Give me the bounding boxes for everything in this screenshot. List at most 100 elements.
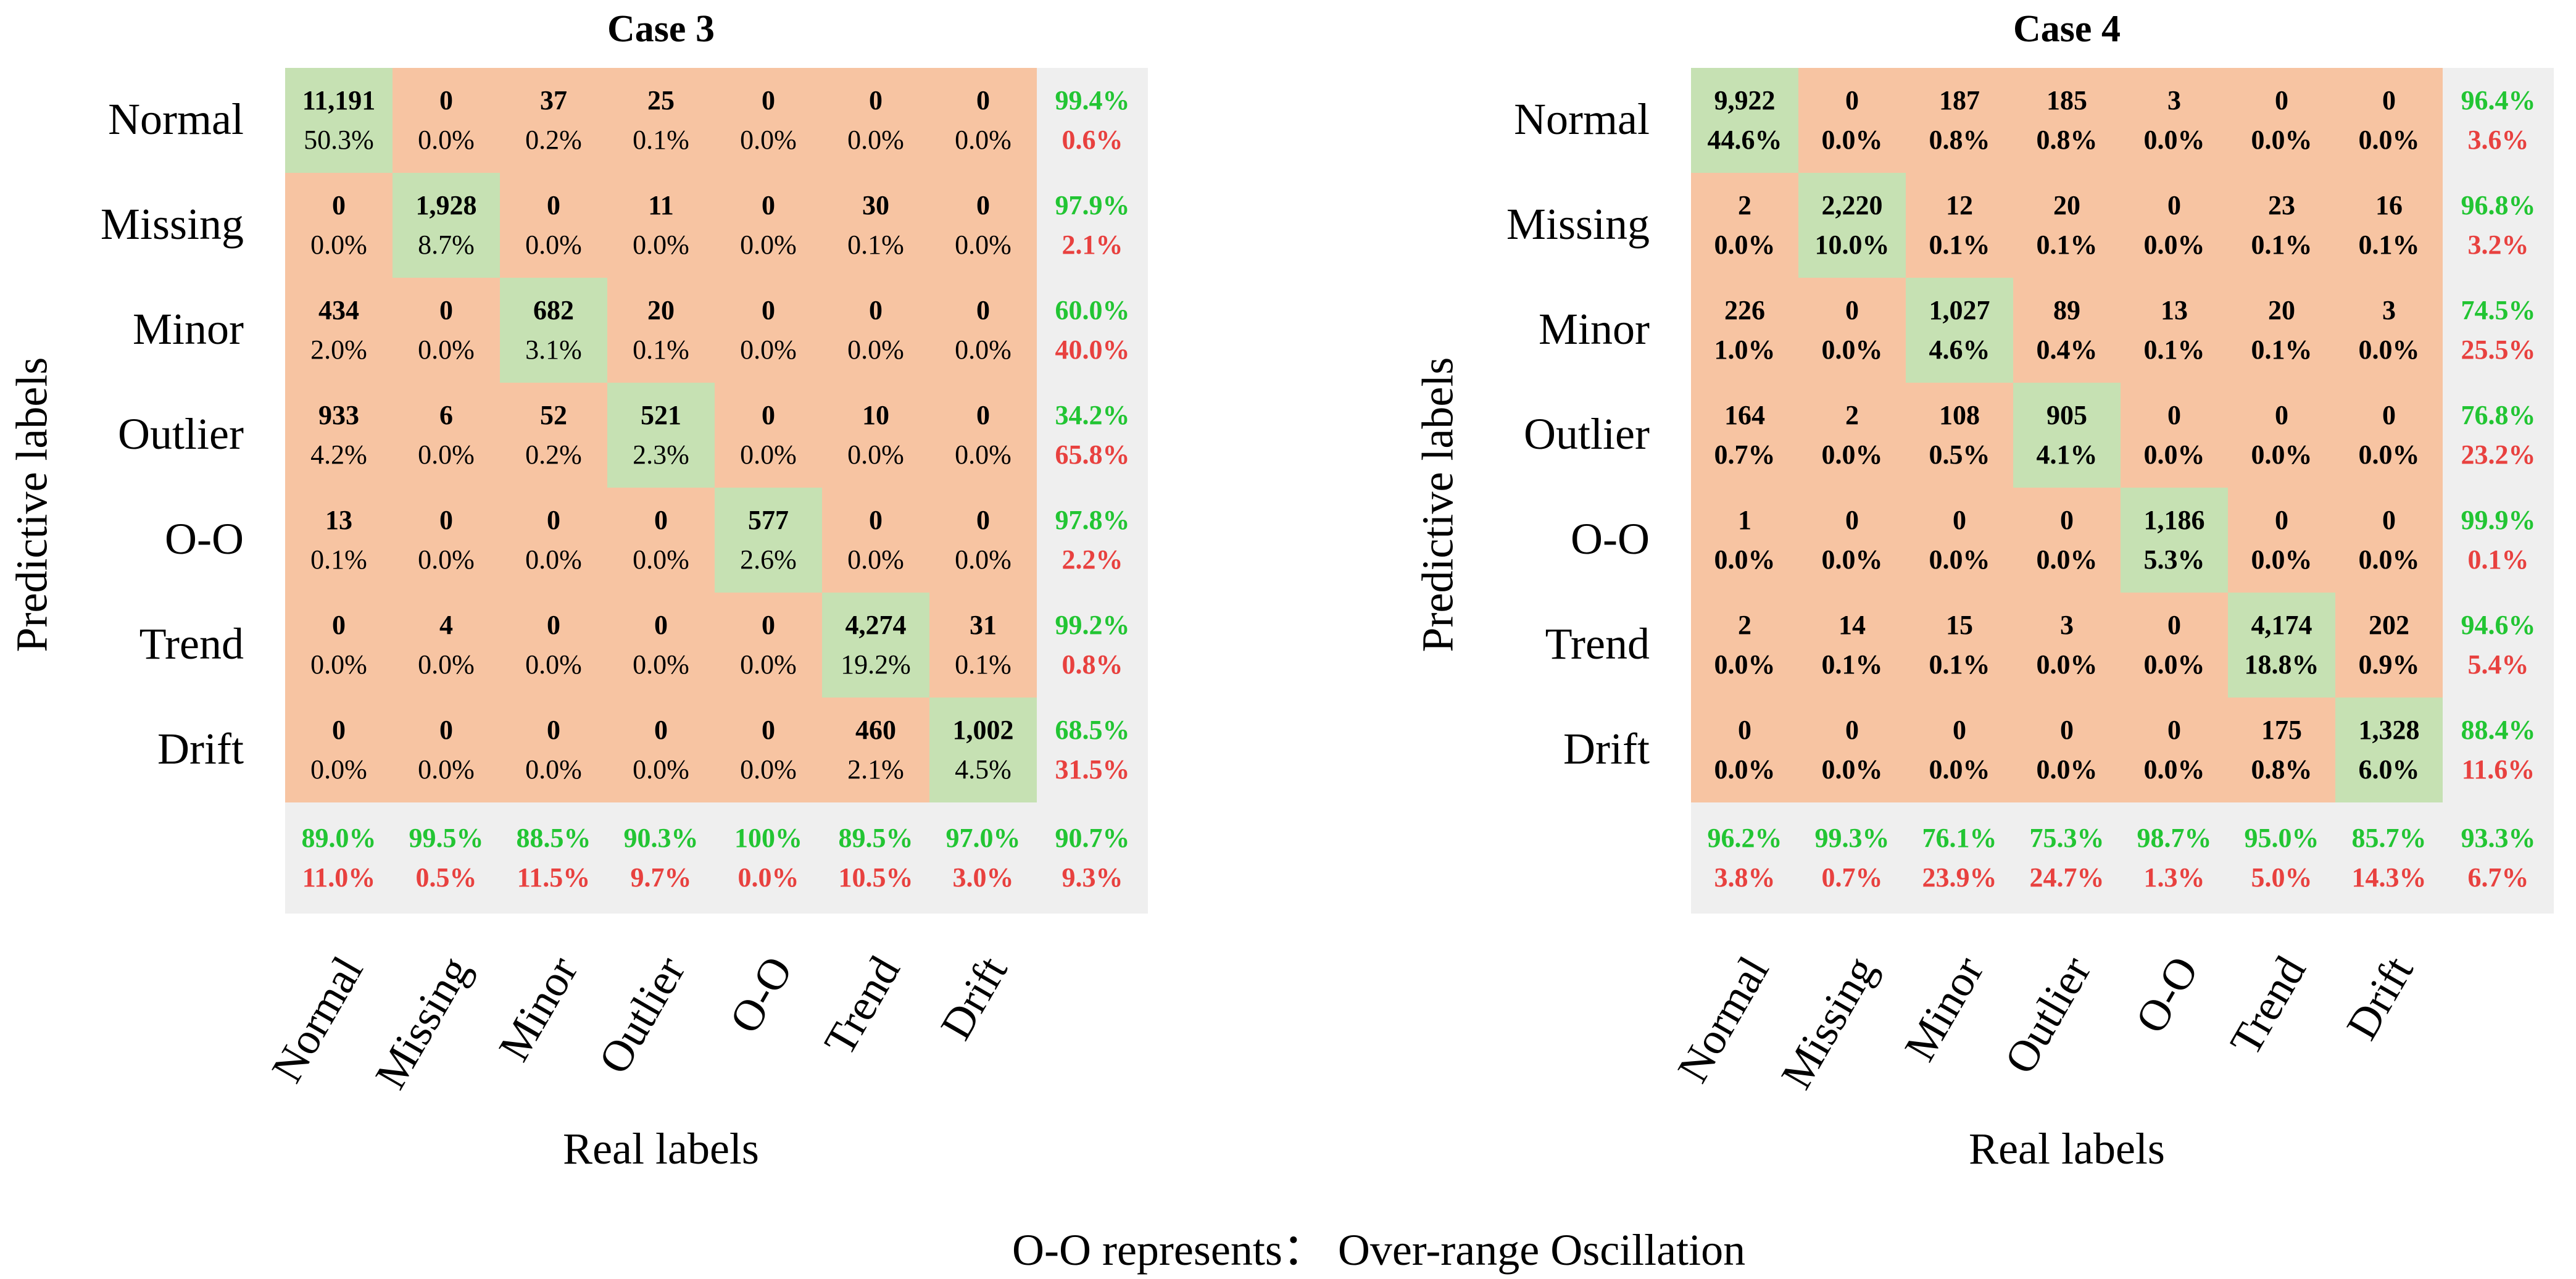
cell-percent: 0.0% (847, 544, 904, 575)
cell-count: 0 (1845, 505, 1859, 536)
cell-count: 3 (2167, 85, 2181, 116)
col-recall: 89.5% (838, 823, 913, 854)
row-label: Missing (1506, 199, 1650, 249)
cell-count: 0 (2060, 715, 2074, 746)
cell-percent: 0.0% (2143, 440, 2205, 470)
col-miss: 24.7% (2029, 862, 2104, 893)
cell-percent: 2.0% (310, 335, 367, 365)
cell-percent: 0.0% (847, 440, 904, 470)
overall-accuracy: 90.7% (1055, 823, 1130, 854)
cell-count: 0 (976, 190, 990, 221)
matrix-cell: 226 1.0% (1691, 278, 1798, 383)
matrix-cell: 6 0.0% (393, 383, 500, 488)
col-recall: 75.3% (2029, 823, 2104, 854)
matrix-cell: 0 0.0% (1798, 488, 1906, 593)
matrix-cell: 1,928 8.7% (393, 173, 500, 278)
matrix-cell: 0 0.0% (1798, 698, 1906, 802)
cell-count: 0 (976, 505, 990, 536)
matrix-cell: 52 0.2% (500, 383, 607, 488)
matrix-cell: 20 0.1% (2228, 278, 2335, 383)
cell-percent: 0.0% (847, 335, 904, 365)
cell-percent: 0.0% (633, 230, 689, 260)
cell-count: 25 (647, 85, 675, 116)
col-recall: 88.5% (516, 823, 591, 854)
matrix-cell: 0 0.0% (2335, 383, 2443, 488)
overall-error: 9.3% (1062, 862, 1123, 893)
cell-percent: 0.1% (2143, 335, 2205, 365)
matrix-cell: 13 0.1% (285, 488, 393, 593)
cell-count: 1,186 (2143, 505, 2205, 536)
matrix-cell: 187 0.8% (1906, 68, 2013, 173)
cell-percent: 0.0% (1929, 544, 1990, 575)
matrix-cell: 37 0.2% (500, 68, 607, 173)
row-error: 0.8% (1062, 649, 1123, 680)
matrix-cell: 0 0.0% (2335, 68, 2443, 173)
row-summary-cell: 94.6% 5.4% (2443, 593, 2554, 698)
matrix-cell: 1,027 4.6% (1906, 278, 2013, 383)
cell-percent: 0.2% (525, 440, 582, 470)
cell-count: 15 (1946, 610, 1973, 641)
matrix-cell: 0 0.0% (2121, 173, 2228, 278)
col-recall: 95.0% (2244, 823, 2319, 854)
cell-count: 2 (1738, 610, 1751, 641)
matrix-cell: 2 0.0% (1798, 383, 1906, 488)
cell-percent: 0.0% (2143, 125, 2205, 155)
cell-percent: 0.1% (847, 230, 904, 260)
cell-count: 0 (2167, 400, 2181, 431)
matrix-cell: 0 0.0% (393, 698, 500, 802)
cell-percent: 0.0% (740, 754, 797, 785)
col-summary-cell: 96.2% 3.8% (1691, 802, 1798, 914)
cell-percent: 4.2% (310, 440, 367, 470)
cell-percent: 0.0% (1821, 754, 1883, 785)
col-summary-cell: 99.5% 0.5% (393, 802, 500, 914)
cell-percent: 0.0% (1929, 754, 1990, 785)
matrix-cell: 1,186 5.3% (2121, 488, 2228, 593)
col-miss: 5.0% (2251, 862, 2312, 893)
cell-count: 0 (332, 715, 346, 746)
cell-count: 0 (2275, 400, 2288, 431)
cell-percent: 0.1% (2358, 230, 2420, 260)
cell-percent: 0.0% (2036, 649, 2098, 680)
cell-count: 0 (2167, 610, 2181, 641)
cell-count: 0 (869, 85, 883, 116)
matrix-cell: 434 2.0% (285, 278, 393, 383)
matrix-cell: 20 0.1% (607, 278, 715, 383)
cell-count: 187 (1939, 85, 1980, 116)
matrix-cell: 1 0.0% (1691, 488, 1798, 593)
matrix-cell: 0 0.0% (607, 488, 715, 593)
row-summary-cell: 74.5% 25.5% (2443, 278, 2554, 383)
matrix-cell: 0 0.0% (715, 173, 822, 278)
col-recall: 89.0% (301, 823, 376, 854)
matrix-cell: 0 0.0% (2335, 488, 2443, 593)
row-precision: 68.5% (1055, 715, 1130, 746)
matrix-cell: 164 0.7% (1691, 383, 1798, 488)
cell-percent: 0.0% (633, 754, 689, 785)
matrix-cell: 0 0.0% (285, 698, 393, 802)
col-summary-cell: 88.5% 11.5% (500, 802, 607, 914)
x-axis-title: Real labels (563, 1124, 759, 1173)
cell-percent: 4.6% (1929, 335, 1990, 365)
row-error: 0.6% (1062, 125, 1123, 155)
cell-count: 2,220 (1821, 190, 1883, 221)
cell-percent: 0.2% (525, 125, 582, 155)
matrix-cell: 4,174 18.8% (2228, 593, 2335, 698)
cell-percent: 0.1% (2251, 335, 2312, 365)
row-precision: 99.4% (1055, 85, 1130, 116)
cell-count: 10 (862, 400, 889, 431)
matrix-cell: 11,191 50.3% (285, 68, 393, 173)
row-label: Normal (108, 94, 244, 144)
cell-count: 0 (2275, 505, 2288, 536)
cell-count: 1,027 (1929, 295, 1990, 326)
cell-percent: 0.1% (310, 544, 367, 575)
row-label: Drift (157, 724, 244, 773)
cell-percent: 0.1% (633, 125, 689, 155)
cell-count: 0 (332, 610, 346, 641)
col-recall: 98.7% (2137, 823, 2212, 854)
col-recall: 76.1% (1922, 823, 1997, 854)
cell-count: 0 (439, 505, 453, 536)
cell-percent: 2.3% (633, 440, 689, 470)
row-label: Normal (1514, 94, 1650, 144)
cell-percent: 0.0% (525, 544, 582, 575)
matrix-cell: 0 0.0% (285, 593, 393, 698)
matrix-cell: 0 0.0% (929, 383, 1037, 488)
